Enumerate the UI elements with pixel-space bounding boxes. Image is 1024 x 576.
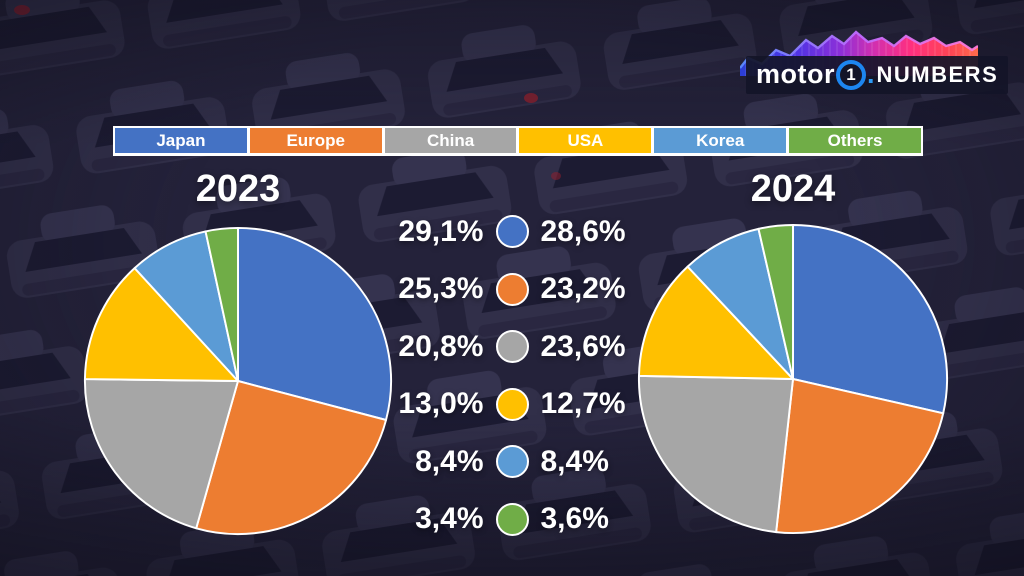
category-color-dot-japan <box>495 215 529 249</box>
comparison-row-europe: 25,3% 23,2% <box>350 261 674 319</box>
comparison-row-usa: 13,0% 12,7% <box>350 376 674 434</box>
comparison-row-japan: 29,1% 28,6% <box>350 203 674 261</box>
value-2024: 8,4% <box>540 444 609 478</box>
legend-item-europe: Europe <box>249 128 382 153</box>
pie-2024-slice-china <box>637 374 794 534</box>
category-color-dot-korea <box>495 445 529 479</box>
value-2023: 25,3% <box>398 272 484 306</box>
background-car-silhouette <box>358 149 512 243</box>
value-2023: 29,1% <box>398 214 484 248</box>
value-2024: 23,6% <box>540 329 626 363</box>
pie-2024-slice-others <box>757 223 794 380</box>
legend-item-china: China <box>384 128 517 153</box>
background-car-silhouette <box>323 0 477 21</box>
background-car-silhouette <box>603 0 757 90</box>
value-2024: 12,7% <box>540 387 626 421</box>
background-car-silhouette <box>0 108 54 202</box>
legend-item-usa: USA <box>519 128 652 153</box>
comparison-row-china: 20,8% 23,6% <box>350 318 674 376</box>
pie-chart-2023 <box>83 226 393 536</box>
pie-2023-slice-china <box>83 378 239 530</box>
value-2023: 8,4% <box>415 444 484 478</box>
pie-2024-slice-japan <box>792 223 948 415</box>
background-tail-light <box>524 93 538 103</box>
value-2023: 20,8% <box>398 329 484 363</box>
background-car-silhouette <box>638 564 713 576</box>
pie-2023-slice-usa <box>83 267 239 382</box>
background-car-silhouette <box>0 551 124 576</box>
background-car-silhouette <box>6 205 160 298</box>
legend-item-others: Others <box>789 128 921 153</box>
legend-bar: Japan Europe China USA Korea Others <box>113 126 923 156</box>
background-tail-light <box>551 172 561 180</box>
value-2024: 23,2% <box>540 272 626 306</box>
pie-2023-slice-japan <box>237 226 393 421</box>
pie-2024-slice-usa <box>637 265 794 380</box>
category-color-dot-europe <box>495 272 529 306</box>
background-tail-light <box>14 5 30 15</box>
value-2023: 3,4% <box>415 502 484 536</box>
background-car-silhouette <box>498 467 651 561</box>
category-color-dot-china <box>495 330 529 364</box>
comparison-row-others: 3,4% 3,6% <box>350 491 674 549</box>
logo-one-circle-icon: 1 <box>836 59 866 90</box>
pie-chart-2024 <box>637 223 948 534</box>
legend-item-korea: Korea <box>654 128 787 153</box>
background-car-silhouette <box>780 536 933 576</box>
background-car-silhouette <box>0 329 89 423</box>
category-color-dot-usa <box>495 387 529 421</box>
comparison-row-korea: 8,4% 8,4% <box>350 433 674 491</box>
comparison-column: 29,1% 28,6% 25,3% 23,2% 20,8% 23,6% 13,0… <box>350 203 674 548</box>
background-car-silhouette <box>956 508 1024 576</box>
pie-2023-slice-europe <box>195 380 388 536</box>
pie-2024-slice-europe <box>775 378 945 534</box>
motor1-numbers-logo: motor 1 . NUMBERS <box>740 28 1009 94</box>
value-2024: 3,6% <box>540 502 609 536</box>
background-car-silhouette <box>955 0 1024 35</box>
chart-title-2023: 2023 <box>195 168 281 210</box>
background-car-silhouette <box>428 25 581 118</box>
pie-2023-slice-others <box>204 226 239 382</box>
chart-title-2024: 2024 <box>750 168 836 210</box>
legend-item-japan: Japan <box>115 128 247 153</box>
background-car-silhouette <box>322 495 475 576</box>
logo-dot: . <box>867 59 875 89</box>
logo-word-motor: motor <box>756 59 835 89</box>
logo-word-numbers: NUMBERS <box>876 61 999 87</box>
logo-wordmark: motor 1 . NUMBERS <box>746 56 1009 94</box>
category-color-dot-others <box>495 502 529 536</box>
value-2023: 13,0% <box>398 387 484 421</box>
value-2024: 28,6% <box>540 214 626 248</box>
background-car-silhouette <box>921 287 1024 380</box>
background-car-silhouette <box>147 0 301 49</box>
